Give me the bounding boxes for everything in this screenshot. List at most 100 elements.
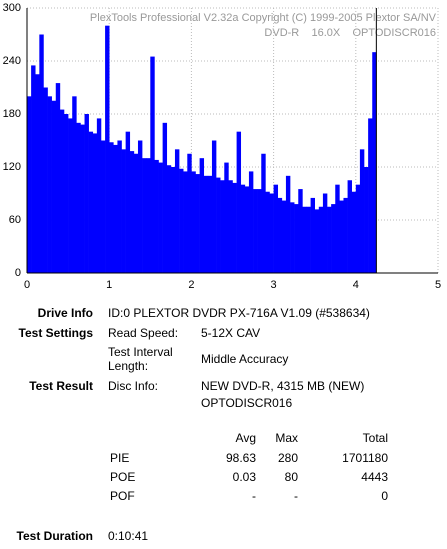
bar bbox=[220, 180, 225, 273]
bar bbox=[269, 193, 274, 273]
bar bbox=[327, 206, 332, 273]
bar bbox=[306, 206, 311, 273]
bar bbox=[59, 109, 65, 273]
bar bbox=[179, 168, 184, 273]
bar bbox=[318, 206, 324, 273]
bar bbox=[100, 140, 106, 273]
bar bbox=[244, 186, 250, 273]
value: 5-12X CAV bbox=[201, 326, 261, 340]
bar bbox=[302, 206, 307, 273]
y-tick-label: 300 bbox=[3, 2, 21, 14]
bar bbox=[331, 204, 336, 273]
bar bbox=[109, 142, 114, 273]
x-tick-label: 3 bbox=[271, 279, 277, 291]
bar bbox=[368, 118, 373, 274]
bar bbox=[47, 96, 52, 273]
bar bbox=[253, 189, 258, 273]
bar bbox=[92, 133, 98, 273]
bar bbox=[76, 122, 81, 273]
cell: 1701180 bbox=[342, 451, 388, 465]
bar bbox=[236, 131, 242, 273]
bar bbox=[364, 167, 369, 273]
cell: 80 bbox=[284, 470, 298, 484]
bar bbox=[55, 83, 61, 273]
x-tick-label: 5 bbox=[435, 279, 441, 291]
value: OPTODISCR016 bbox=[201, 396, 293, 410]
cell: 0 bbox=[381, 489, 388, 503]
bar bbox=[298, 189, 303, 273]
bar bbox=[191, 171, 196, 273]
y-tick-label: 60 bbox=[9, 214, 21, 226]
value: Middle Accuracy bbox=[201, 352, 289, 366]
label: Test Duration bbox=[16, 529, 93, 543]
bar bbox=[372, 52, 377, 273]
bar bbox=[232, 182, 237, 273]
bar bbox=[240, 184, 246, 273]
label: Test Result bbox=[29, 379, 93, 393]
bar bbox=[174, 149, 180, 273]
bar bbox=[113, 144, 118, 273]
bar bbox=[285, 175, 291, 273]
chart: PlexTools Professional V2.32a Copyright … bbox=[3, 2, 441, 291]
bar bbox=[121, 149, 126, 273]
bar bbox=[125, 131, 131, 273]
bar bbox=[43, 87, 48, 273]
bar bbox=[96, 118, 102, 274]
bar bbox=[339, 200, 344, 273]
cell: 0.03 bbox=[232, 470, 256, 484]
y-tick-label: 240 bbox=[3, 55, 21, 67]
bar bbox=[322, 193, 328, 273]
bar bbox=[281, 200, 287, 273]
bar bbox=[39, 34, 44, 273]
bar bbox=[170, 167, 176, 273]
bar bbox=[347, 180, 352, 273]
bar bbox=[310, 197, 315, 273]
column-header: Max bbox=[275, 431, 298, 445]
label: Read Speed: bbox=[108, 326, 179, 340]
label: Test Interval Length: bbox=[108, 345, 173, 373]
y-tick-label: 120 bbox=[3, 161, 21, 173]
x-tick-label: 2 bbox=[188, 279, 194, 291]
cell: - bbox=[252, 489, 256, 503]
bar bbox=[162, 122, 168, 273]
y-tick-label: 180 bbox=[3, 108, 21, 120]
value: ID:0 PLEXTOR DVDR PX-716A V1.09 (#538634… bbox=[108, 306, 370, 320]
label: Disc Info: bbox=[108, 379, 159, 393]
bar bbox=[154, 159, 159, 273]
bar bbox=[80, 124, 85, 273]
bar bbox=[68, 118, 73, 274]
bar bbox=[257, 189, 262, 273]
bar bbox=[207, 175, 213, 273]
bar bbox=[277, 197, 283, 273]
value: 0:10:41 bbox=[108, 529, 149, 543]
label: Drive Info bbox=[37, 306, 93, 320]
bar bbox=[51, 100, 57, 273]
chart-subtitle: DVD-R 16.0X OPTODISCR016 bbox=[264, 27, 436, 39]
bar bbox=[84, 114, 89, 273]
bar bbox=[261, 153, 266, 273]
bar bbox=[142, 158, 147, 273]
bar bbox=[351, 191, 357, 273]
bar bbox=[105, 25, 110, 273]
bar bbox=[359, 149, 365, 273]
bar bbox=[137, 140, 143, 273]
x-tick-label: 1 bbox=[106, 279, 112, 291]
label: Test Settings bbox=[18, 326, 93, 340]
bar bbox=[294, 204, 299, 273]
bar bbox=[216, 177, 221, 273]
bar bbox=[27, 96, 32, 273]
bar bbox=[195, 174, 200, 273]
bar bbox=[133, 153, 139, 273]
bar bbox=[88, 131, 94, 273]
bar bbox=[314, 209, 320, 273]
bar bbox=[335, 184, 340, 273]
bar bbox=[187, 153, 192, 273]
bar bbox=[183, 171, 188, 273]
bar bbox=[35, 74, 40, 273]
bar bbox=[146, 158, 151, 273]
cell: 98.63 bbox=[225, 451, 256, 465]
bar bbox=[158, 162, 163, 273]
column-header: Total bbox=[362, 431, 388, 445]
row-label: PIE bbox=[110, 451, 130, 465]
